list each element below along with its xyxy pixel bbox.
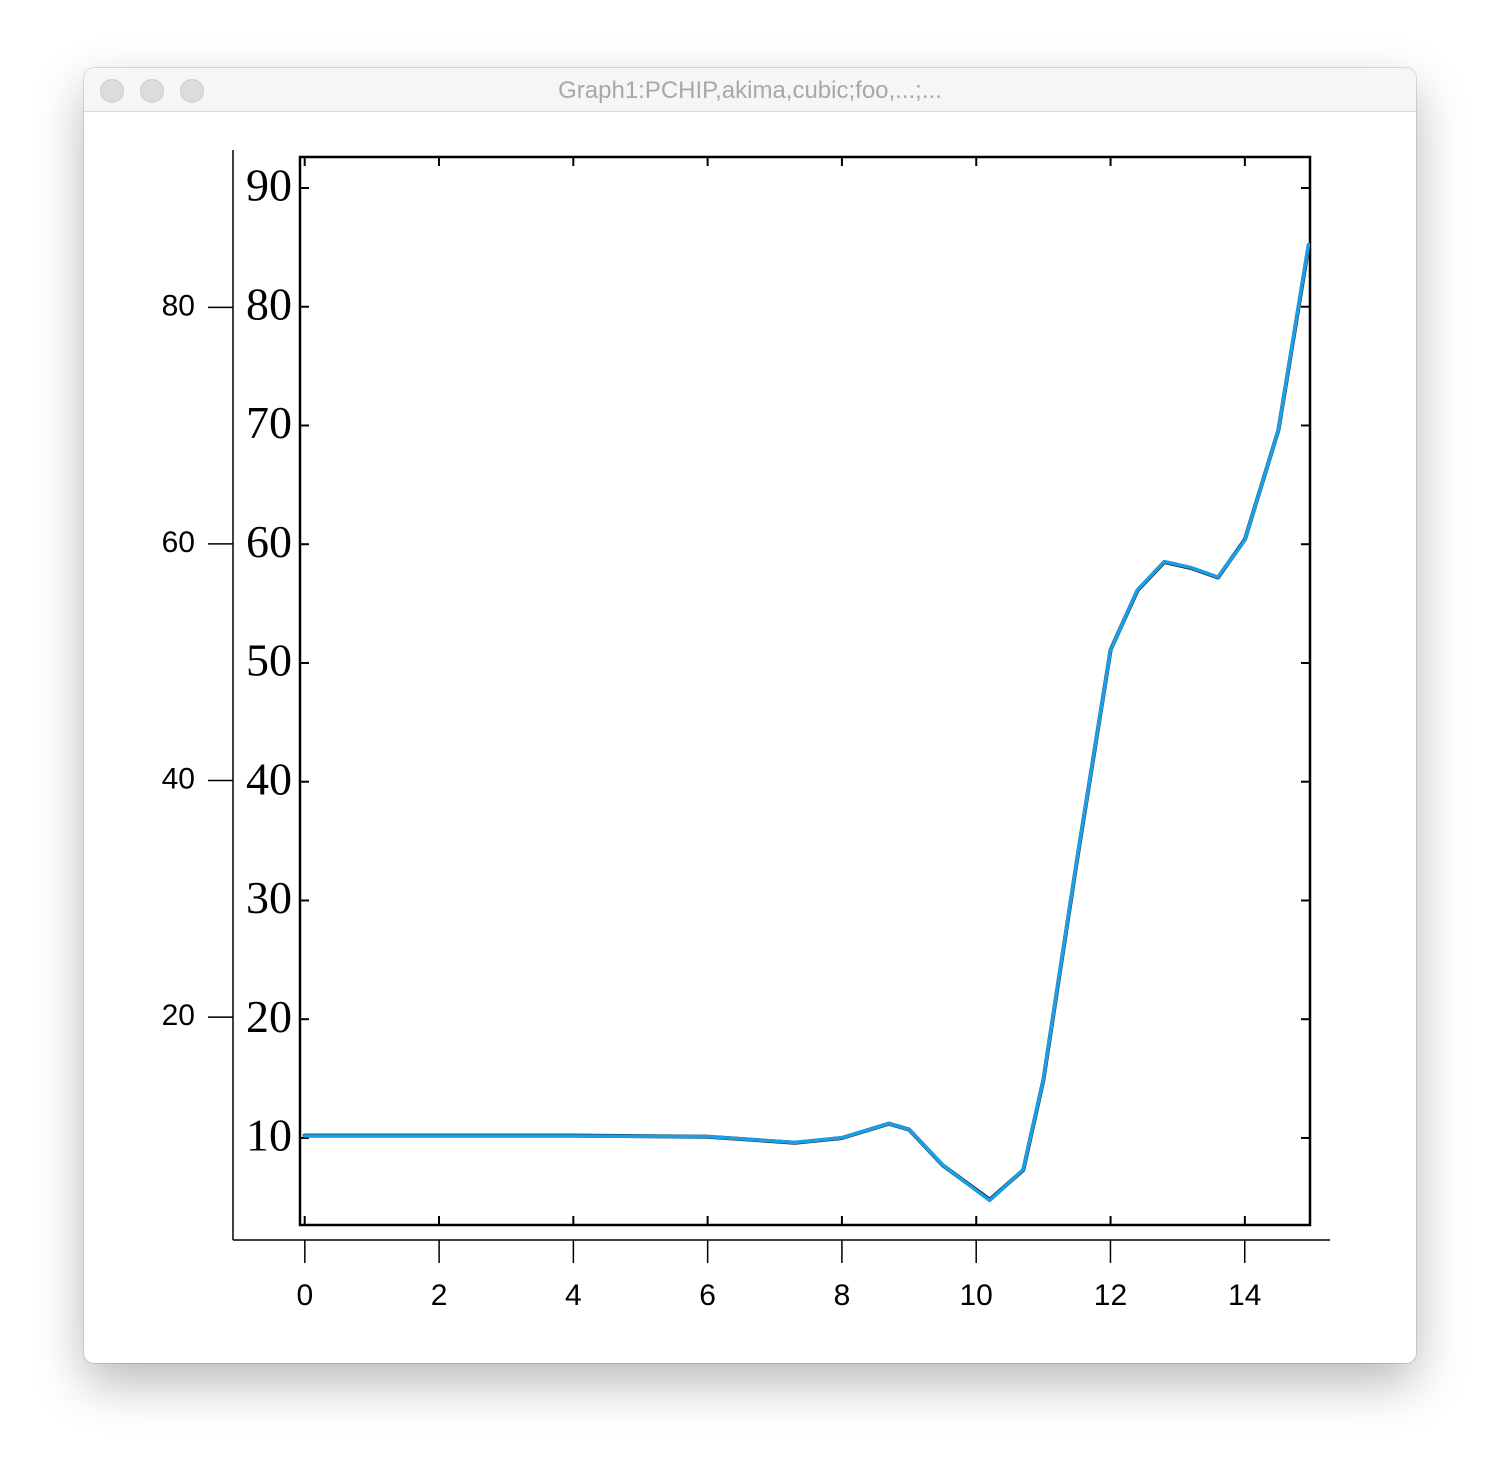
zoom-button[interactable]	[180, 79, 204, 103]
scan-y-tick-label: 80	[246, 278, 292, 329]
scan-y-tick-label: 70	[246, 397, 292, 448]
scan-y-tick-label: 90	[246, 160, 292, 211]
close-button[interactable]	[100, 79, 124, 103]
window-title: Graph1:PCHIP,akima,cubic;foo,...;...	[558, 77, 942, 104]
y-tick-label: 20	[162, 999, 195, 1032]
scan-y-tick-label: 60	[246, 516, 292, 567]
scan-curve	[302, 243, 1311, 1202]
minimize-button[interactable]	[140, 79, 164, 103]
interpolated-curve	[303, 242, 1311, 1203]
x-tick-label: 2	[431, 1279, 448, 1312]
scan-y-tick-label: 20	[246, 991, 292, 1042]
x-tick-label: 12	[1094, 1279, 1127, 1312]
x-tick-label: 0	[296, 1279, 313, 1312]
y-tick-label: 80	[162, 289, 195, 322]
x-tick-label: 8	[834, 1279, 851, 1312]
scan-y-tick-label: 50	[246, 635, 292, 686]
scan-y-tick-label: 40	[246, 753, 292, 804]
x-tick-label: 10	[960, 1279, 993, 1312]
x-tick-label: 6	[699, 1279, 716, 1312]
scan-y-tick-label: 30	[246, 872, 292, 923]
x-tick-label: 4	[565, 1279, 582, 1312]
window: Graph1:PCHIP,akima,cubic;foo,...;...	[84, 68, 1416, 1363]
x-tick-label: 14	[1228, 1279, 1261, 1312]
title-bar: Graph1:PCHIP,akima,cubic;foo,...;...	[84, 68, 1416, 112]
scan-y-tick-label: 10	[246, 1110, 292, 1161]
y-tick-label: 40	[162, 762, 195, 795]
y-tick-label: 60	[162, 526, 195, 559]
scan-frame	[298, 155, 1312, 1227]
